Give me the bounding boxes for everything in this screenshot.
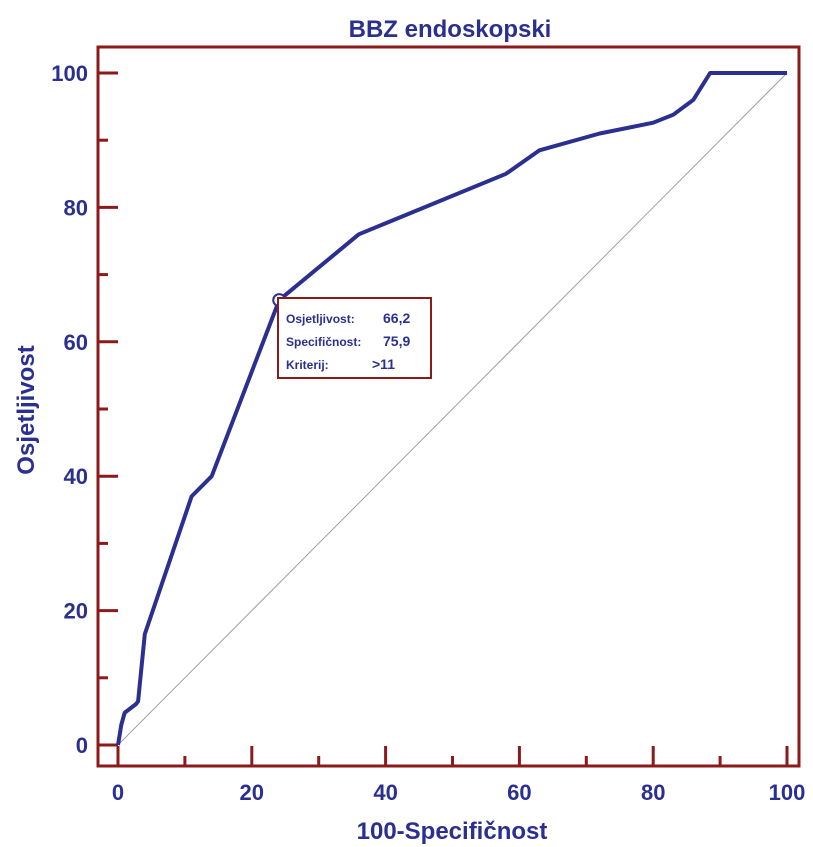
annotation-label-sensitivity: Osjetljivost: [286, 312, 355, 326]
annotation-label-criterion: Kriterij: [286, 358, 329, 372]
y-axis-title: Osjetljivost [13, 345, 40, 474]
x-tick-label: 20 [240, 780, 264, 805]
plot-frame [96, 45, 801, 768]
x-tick-label: 0 [112, 780, 124, 805]
annotation-value-criterion: >11 [372, 356, 395, 372]
y-tick-label: 0 [76, 733, 88, 758]
x-axis-title: 100-Specifičnost [357, 818, 548, 845]
y-tick-label: 60 [64, 330, 88, 355]
cutoff-annotation: Osjetljivost: 66,2 Specifičnost: 75,9 Kr… [277, 297, 432, 379]
chart-title: BBZ endoskopski [349, 16, 552, 43]
reference-diagonal [117, 72, 788, 746]
y-tick-label: 100 [51, 61, 88, 86]
x-tick-label: 100 [769, 780, 806, 805]
x-tick-label: 80 [641, 780, 665, 805]
y-axis-ticks: 0 20 40 60 80 100 [51, 61, 118, 758]
x-tick-label: 60 [507, 780, 531, 805]
y-tick-label: 20 [64, 599, 88, 624]
x-axis-ticks: 0 20 40 60 80 100 [112, 746, 805, 805]
annotation-box [277, 297, 432, 379]
annotation-value-specificity: 75,9 [383, 333, 410, 349]
annotation-value-sensitivity: 66,2 [383, 310, 410, 326]
y-tick-label: 40 [64, 464, 88, 489]
roc-curve [116, 71, 787, 746]
y-tick-label: 80 [64, 195, 88, 220]
annotation-label-specificity: Specifičnost: [286, 335, 361, 349]
x-tick-label: 40 [373, 780, 397, 805]
